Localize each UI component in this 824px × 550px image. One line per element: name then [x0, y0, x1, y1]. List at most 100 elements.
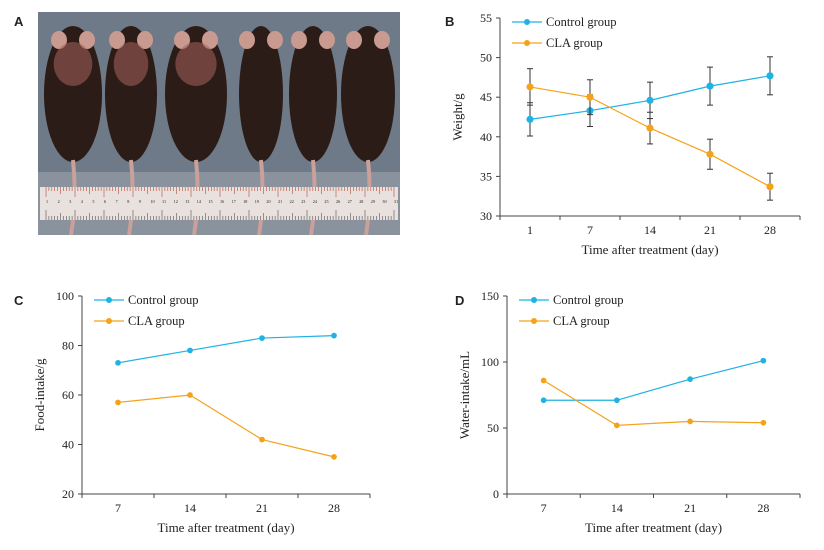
data-point — [526, 83, 534, 91]
mouse-ear — [267, 31, 283, 49]
y-axis-title: Water-intake/mL — [457, 351, 472, 439]
ruler-number: 15 — [208, 199, 212, 204]
y-tick-label: 20 — [62, 487, 74, 501]
ruler-number: 13 — [185, 199, 189, 204]
ruler-number: 14 — [197, 199, 202, 204]
data-point — [614, 422, 620, 429]
hair-loss-patch — [53, 42, 93, 86]
y-tick-label: 30 — [480, 209, 492, 223]
ruler-number: 26 — [336, 199, 340, 204]
legend-label: CLA group — [546, 36, 603, 50]
ruler-number: 7 — [116, 199, 118, 204]
chart-d: 0 50 100 150 7 14 21 28 Time after treatment (da… — [457, 289, 801, 535]
data-point — [614, 397, 620, 404]
legend-marker — [524, 19, 530, 25]
ruler-number: 23 — [301, 199, 305, 204]
ruler-number: 8 — [127, 199, 129, 204]
x-tick-label: 14 — [611, 501, 623, 515]
series-control — [526, 56, 774, 137]
legend-label: Control group — [546, 15, 616, 29]
ruler-number: 6 — [104, 199, 106, 204]
chart-c: 20 40 60 80 100 7 14 21 28 Time after treatment (… — [32, 289, 371, 535]
data-point — [706, 82, 714, 90]
hair-loss-patch — [113, 42, 149, 86]
data-point — [687, 418, 693, 425]
data-point — [760, 419, 767, 426]
x-tick-label: 14 — [184, 501, 196, 515]
data-point — [646, 96, 654, 104]
legend-marker — [524, 40, 530, 46]
x-tick-label: 1 — [527, 223, 533, 237]
x-tick-label: 14 — [644, 223, 656, 237]
legend-label: Control group — [553, 293, 623, 307]
ruler-number: 21 — [278, 199, 282, 204]
series-cla — [540, 377, 767, 429]
mouse-ear — [346, 31, 362, 49]
y-tick-label: 0 — [493, 487, 499, 501]
ruler-number: 5 — [92, 199, 94, 204]
ruler-number: 2 — [58, 199, 60, 204]
panel-label-d: D — [455, 293, 465, 308]
y-tick-label: 150 — [481, 289, 499, 303]
y-tick-label: 100 — [481, 355, 499, 369]
mouse-ear — [109, 31, 125, 49]
legend-marker — [106, 297, 112, 303]
data-point — [766, 183, 774, 191]
x-tick-label: 7 — [115, 501, 121, 515]
legend-label: CLA group — [128, 314, 185, 328]
ruler-number: 12 — [174, 199, 178, 204]
y-tick-label: 60 — [62, 388, 74, 402]
ruler-number: 31 — [394, 199, 398, 204]
y-tick-label: 100 — [56, 289, 74, 303]
y-tick-label: 50 — [487, 421, 499, 435]
panel-label-c: C — [14, 293, 24, 308]
mouse-ear — [79, 31, 95, 49]
x-axis-title: Time after treatment (day) — [585, 520, 722, 535]
ruler-number: 20 — [266, 199, 270, 204]
ruler-number: 27 — [348, 199, 352, 204]
legend-marker — [531, 318, 537, 324]
x-tick-label: 28 — [764, 223, 776, 237]
mouse-ear — [374, 31, 390, 49]
ruler-number: 24 — [313, 199, 318, 204]
x-tick-label: 21 — [704, 223, 716, 237]
y-tick-label: 40 — [480, 130, 492, 144]
x-tick-label: 28 — [328, 501, 340, 515]
series-cla — [115, 392, 337, 460]
mouse-2 — [105, 26, 157, 235]
mouse-6 — [341, 26, 395, 235]
ruler-number: 17 — [232, 199, 236, 204]
chart-b: 30 35 40 45 50 55 1 7 14 21 28 Time after treatment… — [450, 11, 801, 257]
data-point — [706, 150, 714, 158]
mouse-body — [341, 26, 395, 162]
data-point — [766, 72, 774, 80]
x-axis-title: Time after treatment (day) — [581, 242, 718, 257]
mice-photo-icon: 1 2 3 4 5 6 7 8 9 10 11 12 13 14 15 16 17 18 19 20 21 22 23 24 2… — [38, 12, 400, 235]
hair-loss-patch — [175, 42, 217, 86]
ruler-number: 18 — [243, 199, 247, 204]
ruler-number: 3 — [69, 199, 71, 204]
data-point — [259, 436, 265, 443]
data-point — [115, 359, 121, 366]
series-line — [543, 360, 764, 401]
ruler-number: 29 — [371, 199, 375, 204]
ruler — [40, 187, 398, 220]
x-tick-label: 7 — [541, 501, 547, 515]
y-tick-label: 35 — [480, 169, 492, 183]
x-tick-label: 21 — [684, 501, 696, 515]
data-point — [115, 399, 121, 406]
y-tick-label: 40 — [62, 438, 74, 452]
y-tick-label: 45 — [480, 90, 492, 104]
legend-marker — [106, 318, 112, 324]
data-point — [259, 335, 265, 341]
data-point — [331, 332, 337, 339]
y-axis-title: Weight/g — [450, 93, 465, 141]
series-line — [543, 379, 764, 426]
mouse-ear — [51, 31, 67, 49]
data-point — [586, 93, 594, 101]
ruler-number: 30 — [382, 199, 386, 204]
mouse-body — [239, 26, 283, 162]
x-tick-label: 7 — [587, 223, 593, 237]
data-point — [526, 115, 534, 123]
ruler-number: 10 — [150, 199, 154, 204]
